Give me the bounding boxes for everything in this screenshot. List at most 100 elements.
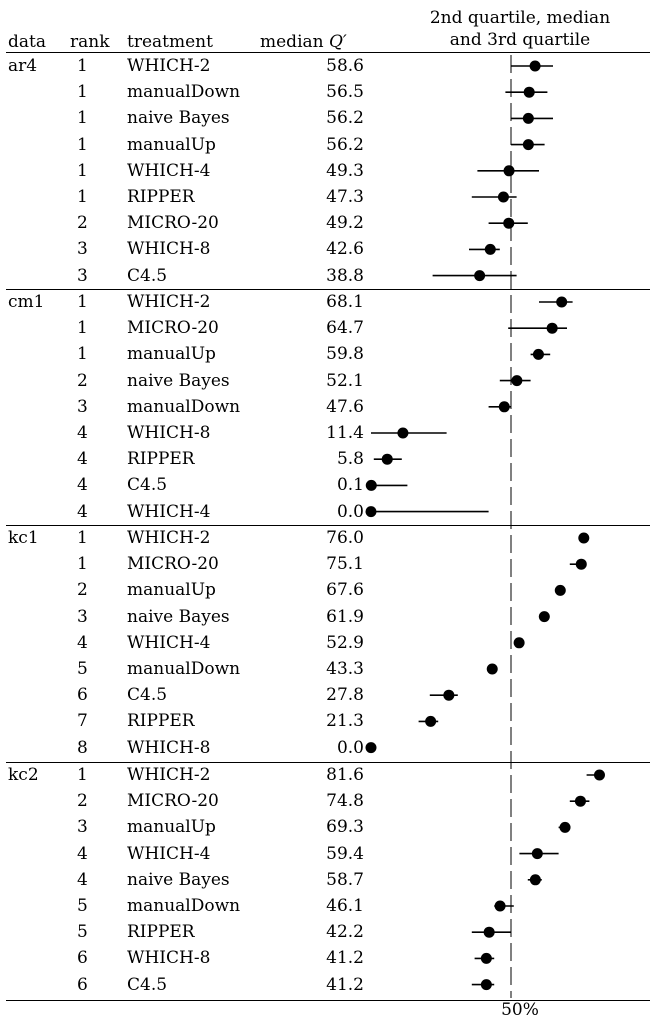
median-cell: 42.2 (326, 922, 364, 943)
data-set-label: cm1 (8, 292, 45, 312)
median-dot (532, 348, 544, 360)
rank-cell: 1 (77, 82, 88, 103)
rank-cell: 4 (77, 423, 88, 443)
median-cell: 41.2 (326, 974, 364, 995)
median-dot (511, 375, 523, 387)
median-cell: 59.4 (326, 843, 364, 864)
header-rank: rank (70, 32, 110, 52)
median-cell: 69.3 (326, 817, 364, 838)
median-cell: 41.2 (326, 948, 364, 969)
rank-cell: 4 (77, 501, 88, 522)
treatment-cell: naive Bayes (127, 370, 230, 391)
rank-cell: 4 (77, 869, 88, 890)
treatment-cell: MICRO-20 (127, 791, 219, 812)
median-cell: 52.1 (326, 370, 364, 391)
treatment-cell: naive Bayes (127, 869, 230, 890)
rank-cell: 1 (77, 344, 88, 365)
treatment-cell: WHICH-8 (127, 948, 211, 969)
median-dot (498, 401, 510, 413)
treatment-cell: naive Bayes (127, 108, 230, 129)
rank-cell: 8 (77, 737, 88, 758)
median-dot (474, 270, 486, 282)
median-cell: 56.5 (326, 82, 364, 103)
median-cell: 38.8 (326, 265, 364, 286)
median-dot (483, 926, 495, 938)
table-rule (6, 525, 650, 526)
rank-cell: 3 (77, 817, 88, 838)
median-cell: 49.3 (326, 160, 364, 181)
header-median: median Q′ (260, 32, 347, 52)
median-cell: 58.7 (326, 869, 364, 890)
treatment-cell: manualUp (127, 344, 216, 365)
median-dot (365, 506, 377, 518)
rank-cell: 4 (77, 475, 88, 496)
median-dot (522, 139, 534, 151)
table-rule (6, 762, 650, 763)
median-cell: 56.2 (326, 134, 364, 155)
median-cell: 21.3 (326, 711, 364, 732)
rank-cell: 2 (77, 370, 88, 391)
median-cell: 52.9 (326, 632, 364, 653)
treatment-cell: manualDown (127, 659, 241, 679)
median-dot (381, 453, 393, 465)
median-dot (578, 532, 590, 544)
treatment-cell: RIPPER (127, 187, 195, 207)
median-dot (531, 848, 543, 860)
treatment-cell: C4.5 (127, 685, 168, 706)
treatment-cell: WHICH-8 (127, 737, 211, 758)
median-cell: 61.9 (326, 606, 364, 627)
median-cell: 81.6 (326, 765, 364, 785)
table-rule (6, 52, 650, 53)
treatment-cell: WHICH-2 (127, 765, 211, 785)
median-dot (575, 558, 587, 570)
table-rule (6, 289, 650, 290)
rank-cell: 4 (77, 843, 88, 864)
median-cell: 64.7 (326, 318, 364, 339)
rank-cell: 3 (77, 606, 88, 627)
treatment-cell: C4.5 (127, 475, 168, 496)
median-dot (494, 900, 506, 912)
treatment-cell: manualUp (127, 817, 216, 838)
treatment-cell: MICRO-20 (127, 213, 219, 234)
rank-cell: 1 (77, 765, 88, 785)
rank-cell: 1 (77, 187, 88, 207)
rank-cell: 5 (77, 659, 88, 679)
header-data: data (8, 32, 46, 52)
header-treatment: treatment (127, 32, 213, 52)
median-cell: 75.1 (326, 554, 364, 575)
rank-cell: 3 (77, 265, 88, 286)
median-dot (443, 689, 455, 701)
median-dot (522, 112, 534, 124)
median-cell: 59.8 (326, 344, 364, 365)
median-cell: 0.0 (336, 737, 364, 758)
rank-cell: 5 (77, 896, 88, 916)
data-set-label: kc2 (8, 765, 39, 785)
median-dot (486, 663, 498, 675)
median-cell: 0.1 (336, 475, 364, 496)
median-cell: 47.6 (326, 396, 364, 417)
treatment-cell: C4.5 (127, 265, 168, 286)
treatment-cell: MICRO-20 (127, 554, 219, 575)
median-cell: 11.4 (326, 423, 364, 443)
median-dot (529, 60, 541, 72)
treatment-cell: manualUp (127, 580, 216, 601)
treatment-cell: WHICH-2 (127, 528, 211, 548)
treatment-cell: WHICH-2 (127, 56, 211, 76)
median-dot (554, 584, 566, 596)
rank-cell: 2 (77, 213, 88, 234)
rank-cell: 2 (77, 791, 88, 812)
treatment-cell: manualDown (127, 896, 241, 916)
median-dot (503, 217, 515, 229)
treatment-cell: WHICH-4 (127, 501, 211, 522)
median-dot (529, 874, 541, 886)
treatment-cell: WHICH-4 (127, 160, 211, 181)
treatment-cell: WHICH-4 (127, 632, 211, 653)
median-cell: 42.6 (326, 239, 364, 260)
median-cell: 5.8 (336, 449, 364, 470)
treatment-cell: WHICH-4 (127, 843, 211, 864)
median-dot (365, 479, 377, 491)
median-dot (574, 795, 586, 807)
median-cell: 46.1 (326, 896, 364, 916)
treatment-cell: manualDown (127, 396, 241, 417)
